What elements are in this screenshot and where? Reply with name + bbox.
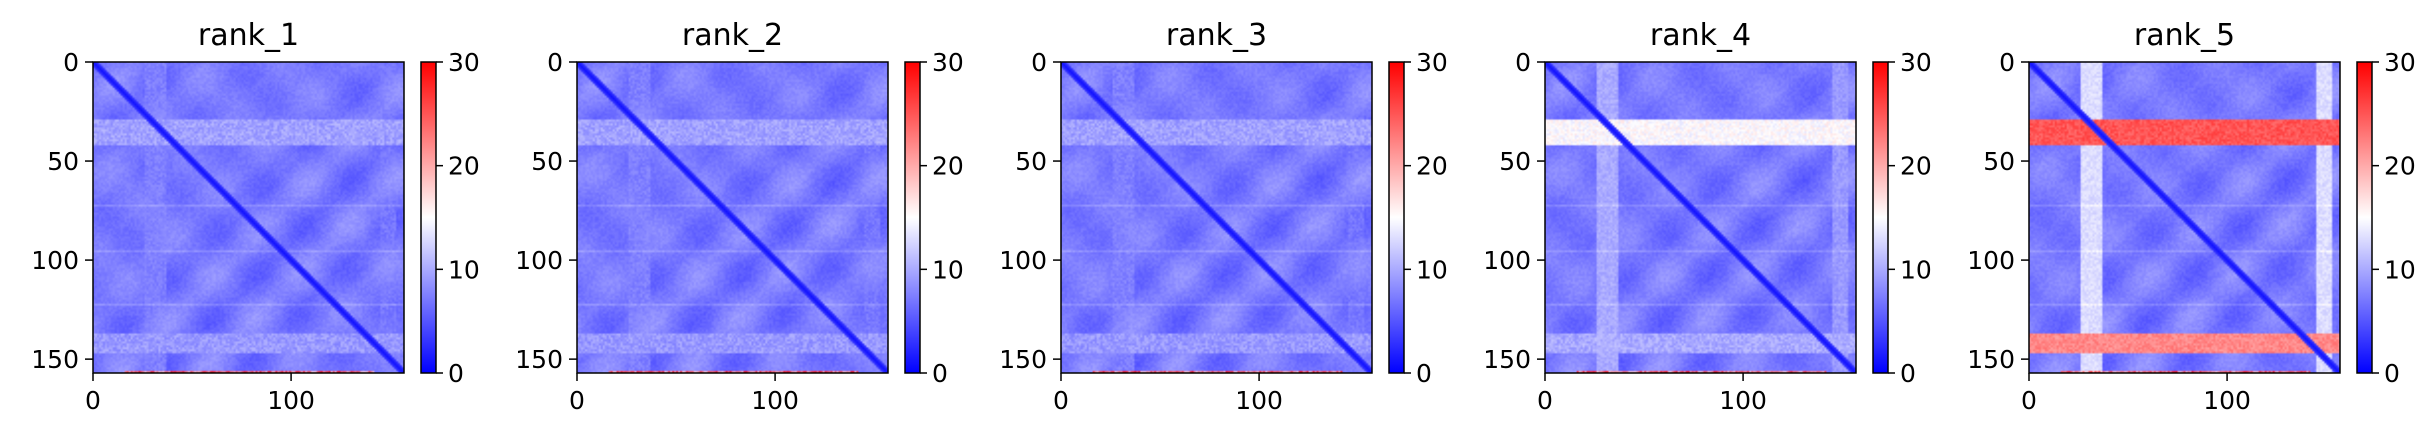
x-tick-label: 100 <box>1719 386 1767 415</box>
y-tick-label: 100 <box>999 246 1047 275</box>
colorbar-tick-label: 20 <box>1416 152 1448 181</box>
x-tick-label: 100 <box>1235 386 1283 415</box>
x-tick-label: 0 <box>1053 386 1069 415</box>
x-tick-label: 0 <box>2021 386 2037 415</box>
colorbar-tick-label: 10 <box>2384 255 2416 284</box>
heatmap-image <box>1061 62 1372 373</box>
y-tick-label: 100 <box>515 246 563 275</box>
y-tick-label: 150 <box>999 345 1047 374</box>
heatmap-image <box>93 62 404 373</box>
y-tick-label: 50 <box>1499 147 1531 176</box>
colorbar-tick-label: 0 <box>448 359 464 388</box>
x-tick-label: 100 <box>751 386 799 415</box>
colorbar-tick-label: 10 <box>932 255 964 284</box>
y-tick-label: 100 <box>31 246 79 275</box>
x-tick-label: 0 <box>569 386 585 415</box>
x-tick-label: 0 <box>85 386 101 415</box>
y-tick-label: 100 <box>1483 246 1531 275</box>
y-tick-label: 0 <box>1031 48 1047 77</box>
y-tick-label: 150 <box>515 345 563 374</box>
colorbar-tick-label: 0 <box>1416 359 1432 388</box>
heatmap-frame <box>1060 61 1373 374</box>
x-tick-label: 100 <box>267 386 315 415</box>
colorbar-tick-label: 30 <box>1416 48 1448 77</box>
colorbar <box>420 61 437 374</box>
colorbar-tick-label: 20 <box>448 152 480 181</box>
x-tick-label: 100 <box>2203 386 2251 415</box>
panel-title: rank_3 <box>1166 18 1267 53</box>
y-tick-label: 150 <box>1483 345 1531 374</box>
colorbar <box>904 61 921 374</box>
colorbar-tick-label: 30 <box>2384 48 2416 77</box>
colorbar-tick-label: 20 <box>2384 152 2416 181</box>
y-tick-label: 0 <box>63 48 79 77</box>
heatmap-image <box>577 62 888 373</box>
colorbar-tick-label: 10 <box>1900 255 1932 284</box>
y-tick-label: 0 <box>1515 48 1531 77</box>
y-tick-label: 50 <box>1015 147 1047 176</box>
panel-title: rank_1 <box>198 18 299 53</box>
y-tick-label: 50 <box>47 147 79 176</box>
colorbar-tick-label: 10 <box>448 255 480 284</box>
colorbar-tick-label: 0 <box>2384 359 2400 388</box>
y-tick-label: 50 <box>1983 147 2015 176</box>
y-tick-label: 150 <box>1967 345 2015 374</box>
colorbar-tick-label: 30 <box>932 48 964 77</box>
colorbar-tick-label: 0 <box>1900 359 1916 388</box>
y-tick-label: 50 <box>531 147 563 176</box>
panel-title: rank_4 <box>1650 18 1751 53</box>
colorbar <box>1872 61 1889 374</box>
heatmap-image <box>1545 62 1856 373</box>
heatmap-frame <box>1544 61 1857 374</box>
heatmap-frame <box>2028 61 2341 374</box>
heatmap-frame <box>92 61 405 374</box>
colorbar-tick-label: 20 <box>932 152 964 181</box>
colorbar <box>1388 61 1405 374</box>
y-tick-label: 0 <box>547 48 563 77</box>
colorbar-tick-label: 20 <box>1900 152 1932 181</box>
colorbar-tick-label: 30 <box>448 48 480 77</box>
panel-title: rank_5 <box>2134 18 2235 53</box>
colorbar <box>2356 61 2373 374</box>
y-tick-label: 150 <box>31 345 79 374</box>
colorbar-tick-label: 30 <box>1900 48 1932 77</box>
y-tick-label: 100 <box>1967 246 2015 275</box>
heatmap-frame <box>576 61 889 374</box>
panel-title: rank_2 <box>682 18 783 53</box>
x-tick-label: 0 <box>1537 386 1553 415</box>
colorbar-tick-label: 10 <box>1416 255 1448 284</box>
y-tick-label: 0 <box>1999 48 2015 77</box>
colorbar-tick-label: 0 <box>932 359 948 388</box>
heatmap-image <box>2029 62 2340 373</box>
